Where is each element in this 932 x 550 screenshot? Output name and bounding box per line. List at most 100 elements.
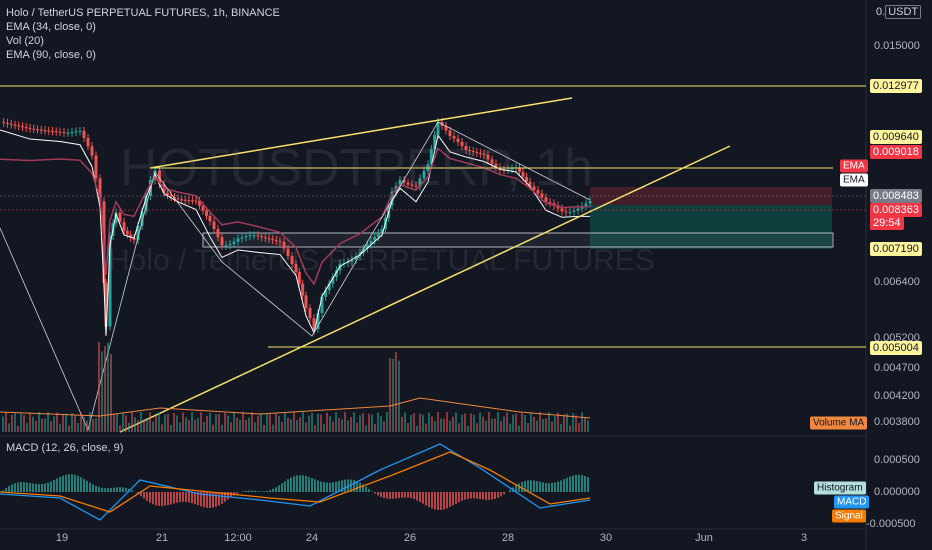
volume-bar	[248, 417, 250, 432]
volume-bar	[308, 415, 310, 432]
candle-body	[17, 125, 21, 127]
price-tick: 0.004700	[874, 362, 920, 374]
volume-bar	[356, 422, 358, 432]
candle-body	[54, 131, 58, 133]
candle-body	[521, 172, 525, 177]
macd-histogram-bar	[434, 492, 436, 510]
volume-bar	[347, 420, 349, 432]
macd-histogram-bar	[494, 492, 496, 499]
chart-legend: Holo / TetherUS PERPETUAL FUTURES, 1h, B…	[6, 6, 280, 62]
volume-bar	[437, 412, 439, 432]
volume-bar	[413, 413, 415, 432]
symbol-title[interactable]: Holo / TetherUS PERPETUAL FUTURES, 1h, B…	[6, 7, 280, 19]
macd-histogram-bar	[356, 481, 358, 492]
macd-histogram-bar	[545, 482, 547, 492]
currency-label[interactable]: USDT	[885, 5, 922, 19]
macd-histogram-bar	[449, 492, 451, 508]
macd-histogram-bar	[368, 489, 370, 492]
macd-histogram-bar	[155, 492, 157, 506]
candle-body	[129, 234, 133, 238]
price-badge-line-high: 0.012977	[870, 79, 922, 93]
macd-histogram-bar	[125, 487, 127, 492]
volume-bar	[239, 419, 241, 432]
volume-bar	[563, 414, 565, 432]
macd-histogram-bar	[260, 491, 262, 492]
volume-bar	[587, 420, 589, 432]
volume-bar	[494, 418, 496, 432]
volume-bar	[572, 413, 574, 432]
macd-histogram-bar	[71, 474, 73, 492]
volume-bar	[89, 412, 91, 432]
volume-bar	[242, 412, 244, 432]
volume-bar	[344, 412, 346, 432]
volume-bar	[431, 416, 433, 432]
macd-histogram-bar	[242, 491, 244, 492]
macd-histogram-bar	[320, 481, 322, 492]
volume-bar	[335, 412, 337, 432]
volume-bar	[305, 422, 307, 432]
volume-bar	[41, 418, 43, 432]
macd-histogram-bar	[62, 475, 64, 492]
volume-bar	[497, 412, 499, 432]
macd-histogram-bar	[581, 475, 583, 492]
indicator-volume[interactable]: Vol (20)	[6, 35, 44, 47]
candle-body	[334, 270, 338, 278]
macd-histogram-bar	[233, 492, 235, 496]
volume-bar	[167, 413, 169, 432]
macd-histogram-bar	[293, 476, 295, 492]
macd-histogram-bar	[59, 476, 61, 492]
macd-histogram-bar	[161, 492, 163, 507]
volume-bar	[86, 420, 88, 432]
volume-bar	[398, 360, 400, 432]
macd-histogram-bar	[443, 492, 445, 510]
price-tick: 0.015000	[874, 40, 920, 52]
volume-bar	[92, 419, 94, 432]
candle-body	[260, 236, 264, 238]
indicator-ema-34[interactable]: EMA (34, close, 0)	[6, 21, 96, 33]
candle-body	[6, 122, 9, 124]
candle-body	[144, 195, 148, 212]
volume-bar	[122, 413, 124, 432]
candle-body	[369, 240, 373, 245]
volume-bar	[320, 414, 322, 432]
macd-histogram-bar	[179, 492, 181, 503]
volume-bar	[392, 358, 394, 432]
candle-body	[13, 124, 17, 126]
macd-histogram-bar	[308, 476, 310, 492]
candle-body	[256, 235, 260, 237]
volume-bar	[542, 419, 544, 432]
volume-bar	[101, 351, 103, 432]
candle-body	[482, 153, 486, 155]
volume-bar	[578, 422, 580, 432]
volume-bar	[83, 416, 85, 432]
stop-zone	[590, 187, 832, 205]
macd-histogram-bar	[422, 492, 424, 504]
volume-bar	[38, 412, 40, 432]
volume-bar	[371, 414, 373, 432]
volume-bar	[11, 414, 13, 432]
volume-bar	[311, 413, 313, 432]
indicator-ema-90[interactable]: EMA (90, close, 0)	[6, 49, 96, 61]
macd-histogram-bar	[428, 492, 430, 508]
volume-bar	[530, 412, 532, 432]
volume-bar	[533, 416, 535, 432]
volume-bar	[518, 425, 520, 432]
volume-bar	[314, 425, 316, 432]
candle-body	[324, 290, 328, 297]
macd-histogram-bar	[209, 492, 211, 508]
volume-bar	[149, 412, 151, 432]
currency-selector[interactable]: 0. USDT	[876, 5, 922, 19]
candle-body	[564, 211, 568, 213]
candle-body	[468, 149, 472, 151]
macd-tick: 0.000000	[874, 486, 920, 498]
candle-body	[82, 130, 86, 139]
volume-bar	[110, 354, 112, 432]
volume-bar	[446, 412, 448, 432]
volume-bar	[263, 424, 265, 432]
price-tick: 0.006400	[874, 276, 920, 288]
macd-legend[interactable]: MACD (12, 26, close, 9)	[6, 442, 124, 454]
macd-histogram-bar	[227, 492, 229, 500]
volume-bar	[200, 412, 202, 432]
volume-bar	[257, 415, 259, 432]
